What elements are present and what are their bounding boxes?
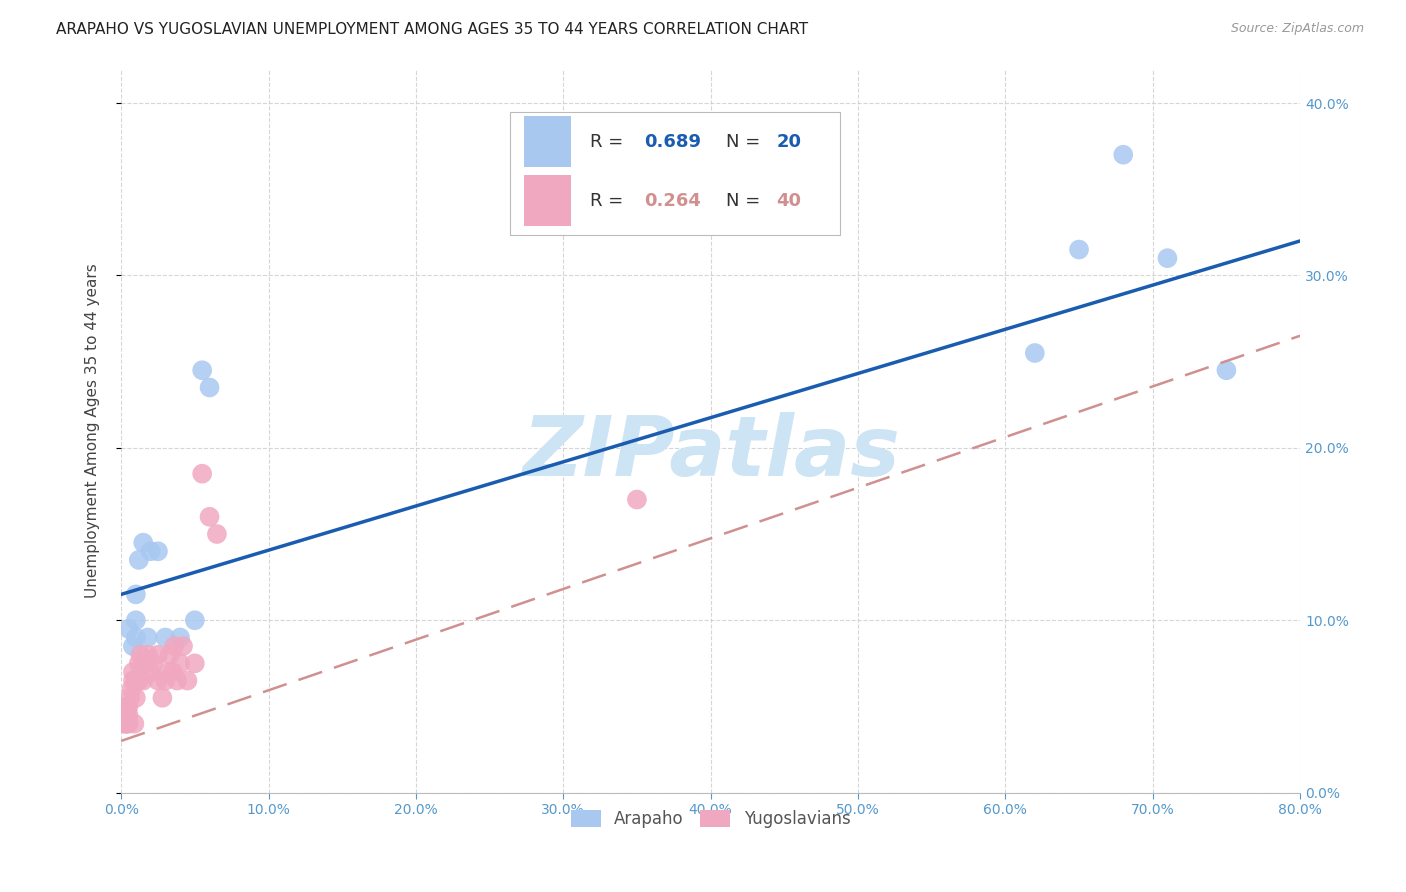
Point [125, 613, 148, 627]
FancyBboxPatch shape [510, 112, 841, 235]
Text: N =: N = [725, 192, 766, 210]
Point [169, 657, 191, 671]
Point [1067, 243, 1090, 257]
FancyBboxPatch shape [524, 176, 571, 226]
Point [155, 673, 177, 688]
Point [184, 613, 207, 627]
Point [115, 716, 138, 731]
Point [112, 716, 135, 731]
Point [184, 657, 207, 671]
Point [117, 699, 139, 714]
Point [117, 708, 139, 723]
Point [118, 690, 141, 705]
Point [134, 657, 156, 671]
Point [191, 467, 214, 481]
Text: ZIPatlas: ZIPatlas [522, 412, 900, 492]
Point [166, 673, 188, 688]
Point [125, 587, 148, 601]
Point [128, 553, 150, 567]
Text: R =: R = [591, 192, 630, 210]
Point [191, 363, 214, 377]
Point [122, 665, 145, 679]
Point [122, 639, 145, 653]
Point [146, 648, 169, 662]
Point [198, 380, 221, 394]
Y-axis label: Unemployment Among Ages 35 to 44 years: Unemployment Among Ages 35 to 44 years [86, 263, 100, 598]
Point [128, 673, 150, 688]
Text: R =: R = [591, 133, 630, 151]
Point [136, 631, 159, 645]
Point [132, 673, 155, 688]
Text: 40: 40 [776, 192, 801, 210]
Point [1112, 147, 1135, 161]
Point [125, 631, 148, 645]
Point [115, 699, 138, 714]
Text: ARAPAHO VS YUGOSLAVIAN UNEMPLOYMENT AMONG AGES 35 TO 44 YEARS CORRELATION CHART: ARAPAHO VS YUGOSLAVIAN UNEMPLOYMENT AMON… [56, 22, 808, 37]
Point [129, 648, 152, 662]
Point [114, 716, 136, 731]
Legend: Arapaho, Yugoslavians: Arapaho, Yugoslavians [564, 804, 858, 835]
Point [146, 544, 169, 558]
Point [163, 639, 186, 653]
Text: 0.264: 0.264 [644, 192, 702, 210]
Point [136, 648, 159, 662]
Point [155, 631, 177, 645]
Point [142, 657, 165, 671]
Point [205, 527, 228, 541]
Point [139, 544, 162, 558]
Text: 20: 20 [776, 133, 801, 151]
Point [1156, 251, 1178, 265]
Text: Source: ZipAtlas.com: Source: ZipAtlas.com [1230, 22, 1364, 36]
Point [122, 673, 145, 688]
Point [198, 509, 221, 524]
Point [117, 716, 139, 731]
Text: 0.689: 0.689 [644, 133, 702, 151]
Point [152, 690, 174, 705]
Text: N =: N = [725, 133, 766, 151]
Point [159, 648, 181, 662]
Point [169, 631, 191, 645]
Point [162, 665, 184, 679]
Point [125, 690, 148, 705]
Point [139, 665, 162, 679]
Point [114, 708, 136, 723]
Point [1024, 346, 1046, 360]
Point [117, 622, 139, 636]
Point [124, 716, 146, 731]
Point [120, 682, 142, 697]
Point [132, 535, 155, 549]
Point [128, 657, 150, 671]
Point [146, 673, 169, 688]
Point [172, 639, 194, 653]
Point [176, 673, 198, 688]
Point [157, 665, 180, 679]
Point [626, 492, 648, 507]
FancyBboxPatch shape [524, 116, 571, 167]
Point [1215, 363, 1237, 377]
Point [125, 673, 148, 688]
